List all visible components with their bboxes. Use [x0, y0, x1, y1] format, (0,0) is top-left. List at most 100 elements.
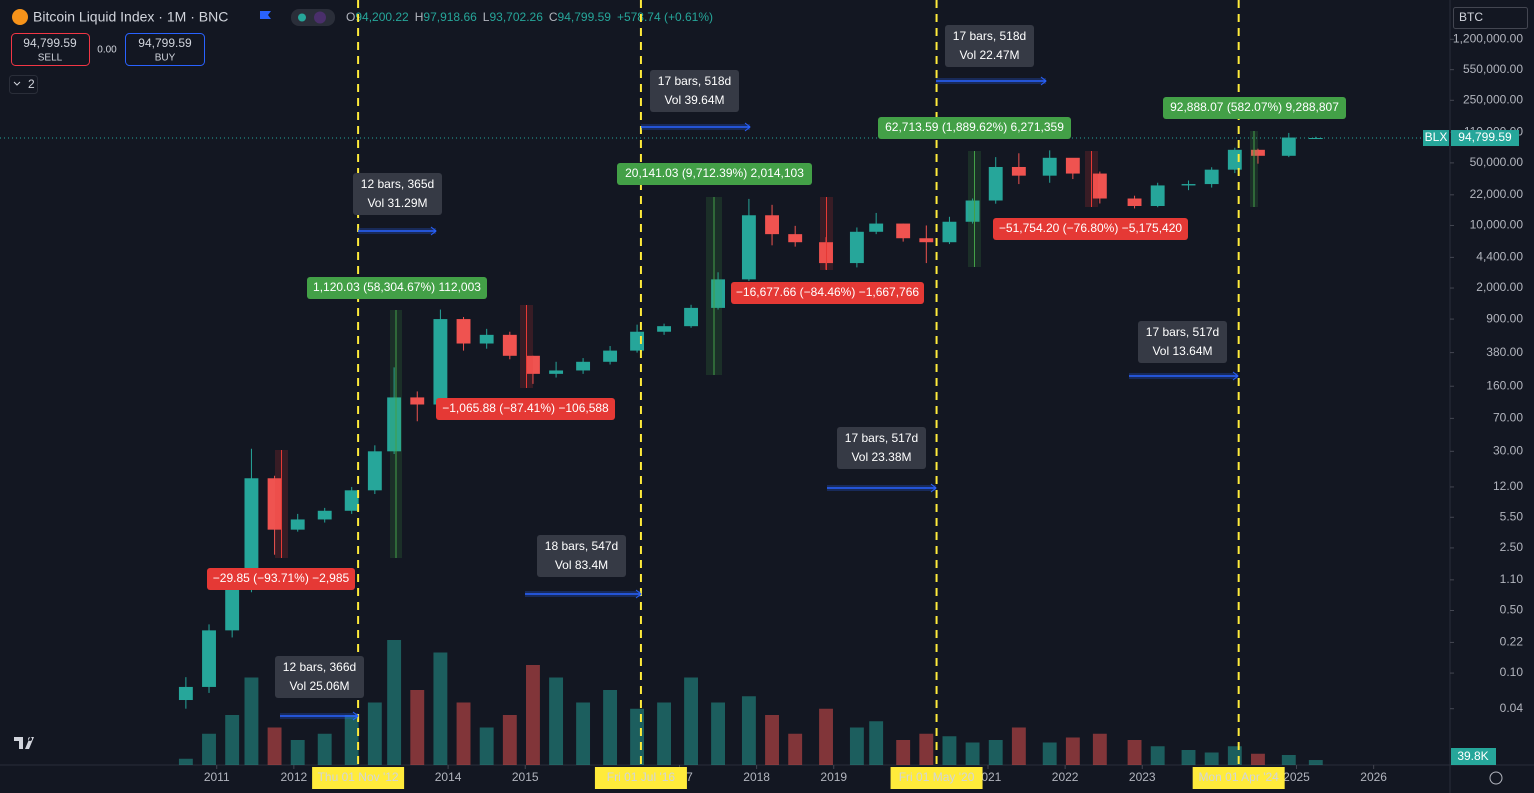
range-bars: 17 bars, 518d	[658, 74, 731, 88]
volume-bar	[988, 740, 1003, 765]
y-tick-label: 50,000.00	[1470, 155, 1524, 169]
volume-bar	[526, 665, 540, 765]
measure-box	[436, 398, 615, 420]
volume-bar	[896, 740, 911, 765]
candle-body	[1281, 137, 1296, 156]
y-tick-label: 10,000.00	[1470, 218, 1524, 232]
measure-box	[617, 163, 812, 185]
volume-bar	[410, 690, 425, 765]
y-tick-label: 30.00	[1493, 443, 1523, 457]
y-tick-label: 70.00	[1493, 411, 1523, 425]
sell-label: SELL	[38, 53, 63, 64]
ohlc-key: C	[549, 10, 558, 24]
range-arrow-head	[930, 483, 937, 493]
flag-icon[interactable]	[260, 11, 271, 19]
y-tick-label: 550,000.00	[1463, 62, 1523, 76]
x-tick-label: 2014	[435, 770, 462, 784]
plot	[0, 132, 1450, 765]
candle-body	[502, 334, 517, 356]
y-tick-label: 4,400.00	[1476, 250, 1523, 264]
date-marker-bg	[1192, 767, 1285, 789]
candle-body	[657, 326, 672, 332]
range-box	[353, 173, 442, 215]
candle-body	[367, 451, 382, 491]
y-tick-label: 900.00	[1486, 311, 1523, 325]
measure-text: −29.85 (−93.71%) −2,985	[213, 571, 350, 585]
volume-bar	[202, 733, 216, 765]
buy-button[interactable]	[125, 33, 205, 66]
y-tick-label: 160.00	[1486, 378, 1523, 392]
spread: 0.00	[97, 45, 117, 56]
candle-body	[603, 350, 618, 362]
y-tick-label: 0.04	[1500, 701, 1524, 715]
candle-body	[433, 319, 448, 405]
y-tick-label: 1,200,000.00	[1453, 32, 1523, 46]
settings-icon[interactable]	[1489, 771, 1503, 785]
date-marker-label: Thu 01 Nov '12	[318, 770, 399, 784]
ohlc-value: 93,702.26	[489, 10, 543, 24]
candle-body	[387, 397, 402, 452]
volume-bar	[1127, 740, 1142, 765]
ohlc-value: 94,799.59	[558, 10, 612, 24]
candle-body	[225, 587, 240, 631]
range-volume: Vol 23.38M	[851, 450, 911, 464]
volume-bar	[1308, 760, 1323, 765]
collapse-button[interactable]	[9, 75, 38, 94]
range-box	[945, 25, 1034, 67]
symbol-box[interactable]	[1453, 7, 1528, 29]
range-volume: Vol 22.47M	[959, 48, 1019, 62]
volume-bar	[1251, 753, 1265, 765]
measure-box	[993, 218, 1188, 240]
candle-body	[244, 478, 259, 588]
candle-body	[344, 490, 359, 511]
x-tick-label: 2019	[820, 770, 847, 784]
volume-bar	[576, 702, 591, 765]
price-tag-value: 94,799.59	[1458, 130, 1512, 144]
candle-body	[765, 215, 779, 235]
volume-bar	[290, 740, 305, 765]
range-bars: 18 bars, 547d	[545, 539, 618, 553]
ohlc-value: 94,200.22	[355, 10, 409, 24]
candle-body	[1127, 198, 1142, 206]
y-tick-label: 380.00	[1486, 345, 1523, 359]
candle-body	[849, 231, 864, 264]
symbol-box-text: BTC	[1459, 10, 1483, 24]
range-arrow-head	[1232, 371, 1239, 381]
measure-box	[1163, 97, 1346, 119]
candle-body	[942, 221, 957, 243]
chevron	[13, 81, 21, 86]
candle-body	[290, 519, 305, 530]
volume-bar	[367, 702, 382, 765]
candle-body	[919, 238, 934, 243]
range-arrow-head	[430, 226, 437, 236]
candle-body	[1042, 157, 1057, 176]
volume-bar	[456, 702, 471, 765]
toggle-dot	[314, 11, 326, 24]
logo	[14, 737, 34, 749]
measure-text: 92,888.07 (582.07%) 9,288,807	[1170, 100, 1339, 114]
candle-body	[896, 223, 911, 239]
candle-body	[1011, 166, 1026, 176]
measure-text: −16,677.66 (−84.46%) −1,667,766	[736, 285, 919, 299]
candle-body	[456, 319, 471, 344]
volume-tag: 39.8K	[1457, 749, 1488, 763]
price-tag-bg	[1451, 130, 1519, 147]
toggle[interactable]	[291, 9, 335, 26]
candle-body	[684, 307, 699, 327]
volume-bar	[684, 677, 699, 765]
date-marker-bg	[890, 767, 983, 789]
candle-body	[202, 630, 216, 687]
range-arrow-head	[352, 711, 359, 721]
range-box	[1138, 321, 1227, 363]
sell-button[interactable]	[11, 33, 90, 66]
volume-bar	[387, 640, 402, 765]
range-box	[837, 427, 926, 469]
volume-bar	[225, 715, 240, 765]
range-arrow-head	[744, 122, 751, 132]
x-tick-label: 2012	[281, 770, 308, 784]
x-tick-label: 2018	[743, 770, 770, 784]
candle-body	[1181, 184, 1196, 186]
